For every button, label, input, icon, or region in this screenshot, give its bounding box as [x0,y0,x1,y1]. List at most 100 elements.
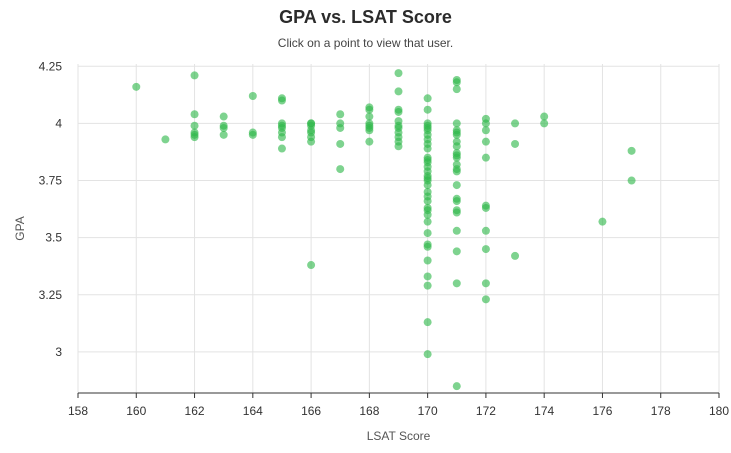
x-tick-label: 172 [476,404,496,418]
data-point[interactable] [423,318,432,327]
x-tick-label: 160 [126,404,146,418]
data-point[interactable] [423,350,432,359]
axis-layer [77,392,720,398]
chart-title: GPA vs. LSAT Score [279,7,452,27]
data-point[interactable] [481,279,490,288]
data-point[interactable] [190,110,199,119]
data-point[interactable] [481,137,490,146]
x-axis-label: LSAT Score [367,429,431,443]
data-point[interactable] [627,146,636,155]
data-point[interactable] [452,153,461,162]
x-tick-label: 174 [534,404,554,418]
data-point[interactable] [190,71,199,80]
data-point[interactable] [365,137,374,146]
grid-layer [77,64,720,393]
y-tick-label: 3.75 [39,174,63,188]
x-tick-label: 170 [418,404,438,418]
data-point[interactable] [481,153,490,162]
data-point[interactable] [452,119,461,128]
data-point[interactable] [219,130,228,139]
data-point[interactable] [452,279,461,288]
data-point[interactable] [394,142,403,151]
data-point[interactable] [452,208,461,217]
data-point[interactable] [132,82,141,91]
data-point[interactable] [481,295,490,304]
data-point[interactable] [481,119,490,128]
data-point[interactable] [190,133,199,142]
data-point[interactable] [452,226,461,235]
data-point[interactable] [452,142,461,151]
data-point[interactable] [365,112,374,121]
data-point[interactable] [248,130,257,139]
data-point[interactable] [423,229,432,238]
data-point[interactable] [365,105,374,114]
data-point[interactable] [423,94,432,103]
y-tick-label: 3 [55,345,62,359]
data-point[interactable] [481,126,490,135]
data-point[interactable] [190,121,199,130]
data-point[interactable] [452,181,461,190]
x-tick-label: 166 [301,404,321,418]
data-point[interactable] [452,247,461,256]
data-point[interactable] [511,119,520,128]
data-point[interactable] [481,203,490,212]
data-point[interactable] [307,137,316,146]
data-point[interactable] [423,181,432,190]
data-point[interactable] [336,110,345,119]
x-tick-label: 162 [185,404,205,418]
data-point[interactable] [452,78,461,87]
data-point[interactable] [423,197,432,206]
data-point[interactable] [452,197,461,206]
y-tick-label: 3.25 [39,288,63,302]
data-point[interactable] [452,130,461,139]
data-point[interactable] [511,139,520,148]
data-point[interactable] [423,281,432,290]
data-point[interactable] [540,112,549,121]
data-point[interactable] [598,217,607,226]
y-tick-label: 3.5 [45,231,62,245]
chart-subtitle: Click on a point to view that user. [277,36,454,50]
data-point[interactable] [219,123,228,132]
data-point[interactable] [365,126,374,135]
data-point[interactable] [540,119,549,128]
data-point[interactable] [307,261,316,270]
x-tick-label: 176 [592,404,612,418]
data-point[interactable] [219,112,228,121]
data-point[interactable] [336,123,345,132]
data-point[interactable] [627,176,636,185]
y-tick-label: 4.25 [39,59,63,73]
data-point[interactable] [248,91,257,100]
tick-layer: 158 160 162 164 166 168 170 172 174 176 178 180 3 3.2… [39,59,730,418]
data-point[interactable] [394,87,403,96]
data-point[interactable] [452,85,461,94]
data-point[interactable] [277,144,286,153]
y-tick-label: 4 [55,116,62,130]
x-tick-label: 158 [68,404,88,418]
point-layer[interactable] [132,69,636,391]
data-point[interactable] [423,256,432,265]
data-point[interactable] [336,139,345,148]
data-point[interactable] [423,144,432,153]
x-tick-label: 168 [359,404,379,418]
data-point[interactable] [511,251,520,260]
x-tick-label: 180 [709,404,729,418]
data-point[interactable] [423,217,432,226]
x-tick-label: 178 [651,404,671,418]
data-point[interactable] [452,167,461,176]
data-point[interactable] [423,242,432,251]
data-point[interactable] [277,96,286,105]
data-point[interactable] [336,165,345,174]
y-axis-label: GPA [13,216,27,240]
data-point[interactable] [481,245,490,254]
data-point[interactable] [277,133,286,142]
data-point[interactable] [394,69,403,78]
data-point[interactable] [423,105,432,114]
data-point[interactable] [161,135,170,144]
data-point[interactable] [423,272,432,281]
data-point[interactable] [481,226,490,235]
data-point[interactable] [452,382,461,391]
data-point[interactable] [423,210,432,219]
data-point[interactable] [394,107,403,116]
